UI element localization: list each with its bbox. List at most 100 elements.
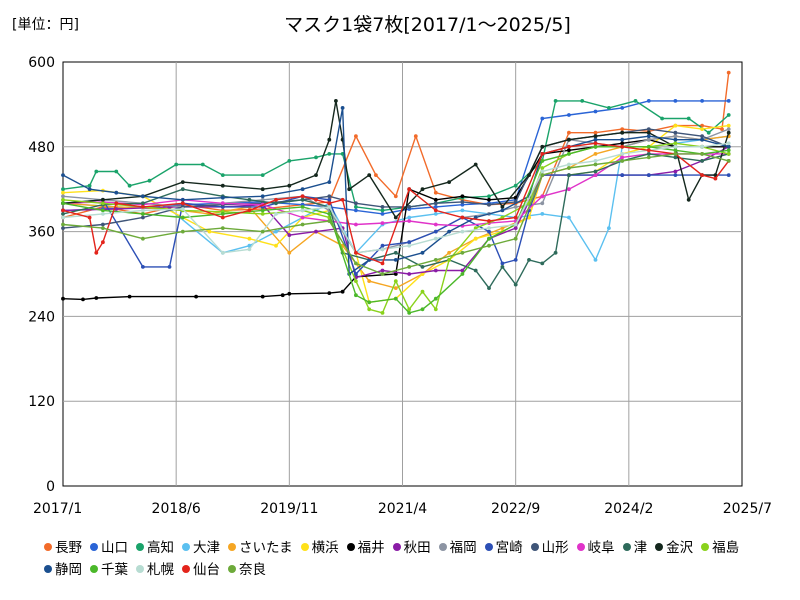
legend-marker [90,543,98,551]
data-point [567,137,571,142]
legend-label: 横浜 [311,540,339,556]
data-point [340,152,345,156]
data-point [314,173,318,178]
data-point [407,272,412,276]
data-point [393,250,398,255]
data-point [141,208,145,213]
data-point [553,99,558,103]
data-point [340,197,345,202]
data-point [94,250,99,255]
data-point [300,194,305,199]
legend-label: 宮崎 [495,540,523,556]
data-point [567,130,571,135]
data-point [81,297,85,302]
data-point [553,250,558,255]
data-point [367,300,372,305]
data-point [280,293,285,298]
data-point [61,187,65,192]
legend-item: 宮崎 [484,537,523,559]
unit-label: [単位：円] [12,17,79,33]
data-point [327,205,332,209]
data-point [354,201,358,206]
legend-marker [484,543,493,551]
data-point [487,219,491,223]
data-point [700,144,704,149]
data-point [101,201,105,206]
data-point [287,159,292,163]
data-point [540,166,545,170]
legend-marker [90,565,98,573]
data-point [500,208,505,213]
data-point [540,212,545,216]
data-point [420,265,425,269]
data-point [141,205,145,209]
legend-item: 福岡 [438,537,477,559]
legend-marker [576,543,585,551]
data-point [593,144,598,149]
data-point [673,134,678,139]
data-point [61,212,65,216]
data-point [673,169,678,174]
data-point [374,173,378,178]
data-point [407,240,412,245]
data-point [726,70,731,75]
data-point [726,159,731,163]
data-point [726,144,731,149]
legend-label: 静岡 [55,562,82,578]
data-point [354,250,358,255]
series-11 [61,127,731,231]
data-point [407,187,412,192]
data-point [593,134,598,139]
data-point [593,162,598,167]
data-point [260,187,265,192]
data-point [367,279,372,283]
data-point [147,178,152,183]
data-point [300,187,305,192]
data-point [700,159,704,163]
data-point [87,183,92,188]
data-point [393,194,398,199]
data-point [540,201,545,206]
data-point [340,289,345,294]
y-tick-label: 120 [28,394,55,410]
data-point [473,268,478,273]
data-point [180,201,185,206]
legend-item: 横浜 [300,537,339,559]
data-point [274,201,278,206]
data-point [61,296,65,301]
legend-label: 秋田 [403,540,431,556]
data-point [180,187,185,192]
legend-item: 福島 [701,537,739,559]
data-point [167,265,172,269]
data-point [593,169,598,174]
data-point [660,116,664,121]
data-point [127,183,132,188]
legend-marker [228,565,236,573]
data-point [460,208,465,213]
data-point [620,144,625,149]
data-point [367,307,372,312]
data-point [380,243,385,248]
data-point [327,180,332,185]
y-axis-ticks: 0 120 240 360 480 600 [28,55,55,495]
data-point [540,173,545,178]
data-point [380,247,385,252]
data-point [726,99,731,103]
data-point [420,289,425,294]
y-tick-label: 240 [28,309,55,325]
legend-item: 金沢 [655,537,693,559]
legend-item: 仙台 [182,559,220,581]
data-point [101,197,105,202]
data-point [247,236,252,241]
x-tick-label: 2021/4 [378,501,427,517]
data-point [300,205,305,209]
series-group [61,70,731,315]
x-tick-label: 2022/9 [491,501,540,517]
data-point [726,141,731,146]
data-point [393,258,398,262]
chart-title: マスク1袋7枚[2017/1～2025/5] [284,14,571,36]
legend-marker [300,543,309,551]
x-tick-label: 2025/7 [723,501,772,517]
data-point [726,152,731,156]
data-point [220,201,225,206]
